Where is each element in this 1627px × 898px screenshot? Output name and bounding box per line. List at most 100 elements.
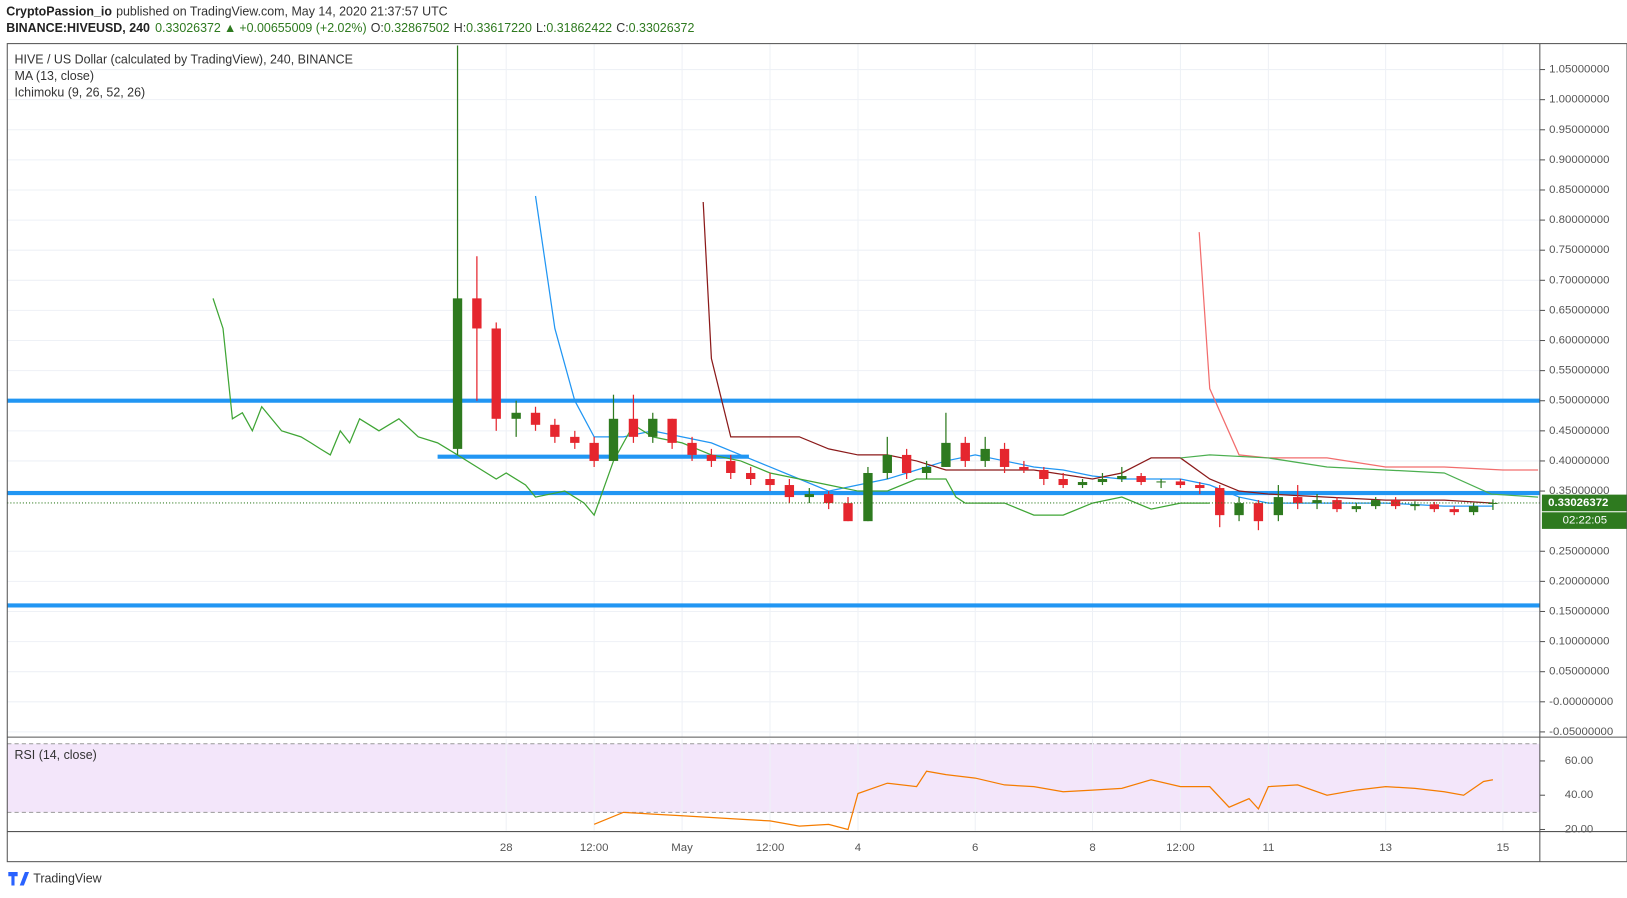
- candle-body: [648, 418, 658, 437]
- plot-layer: 28 12:00 May 12:00 4 6 8 12:00 11 13 15 1.05000000 1…: [7, 43, 1627, 854]
- y-tick-label: 0.20000000: [1549, 575, 1609, 587]
- ohlc-value: 0.33617220: [466, 21, 532, 35]
- candle-body: [999, 448, 1010, 467]
- x-tick-label: 11: [1262, 842, 1274, 854]
- candle-body: [765, 479, 775, 486]
- candle-body: [823, 494, 834, 504]
- candle-body: [570, 436, 580, 443]
- y-tick-label: 0.65000000: [1549, 304, 1609, 316]
- candle-body: [1449, 509, 1459, 513]
- y-tick-label: 1.05000000: [1549, 64, 1609, 76]
- countdown: 02:22:05: [1563, 515, 1607, 527]
- x-tick-label: 8: [1089, 842, 1095, 854]
- y-tick-label: 0.35000000: [1549, 485, 1609, 497]
- candle-body: [1371, 500, 1381, 507]
- candle-body: [843, 503, 853, 522]
- candle-body: [863, 472, 873, 522]
- x-tick-label: 13: [1379, 842, 1392, 854]
- y-tick-label: 0.75000000: [1549, 244, 1609, 256]
- y-tick-label: -0.00000000: [1549, 696, 1613, 708]
- candle-body: [589, 442, 599, 461]
- candle-body: [1351, 506, 1361, 510]
- candle-body: [804, 494, 814, 498]
- candle-body: [1332, 500, 1342, 510]
- indicator-line: [1198, 232, 1539, 471]
- frame: [6, 43, 1627, 863]
- candle-body: [1410, 504, 1420, 507]
- y-tick-label: 0.60000000: [1549, 335, 1609, 347]
- candle-body: [667, 418, 677, 443]
- arrow: ▲: [224, 21, 236, 35]
- change: +0.00655009 (+2.02%): [239, 21, 366, 35]
- candle-body: [1253, 503, 1264, 522]
- y-tick-label: 0.40000000: [1549, 455, 1609, 467]
- indicator-label: MA (13, close): [15, 69, 94, 83]
- y-tick-label: 0.50000000: [1549, 395, 1609, 407]
- candle-body: [1273, 497, 1284, 516]
- ohlc-key: L:: [536, 21, 546, 35]
- indicator-label: Ichimoku (9, 26, 52, 26): [15, 86, 146, 100]
- rsi-tick-label: 60.00: [1565, 755, 1594, 767]
- candle-body: [1468, 506, 1479, 513]
- candle-body: [921, 466, 932, 473]
- candle-body: [706, 454, 717, 461]
- x-tick-label: 6: [972, 842, 978, 854]
- rsi-title: RSI (14, close): [15, 748, 97, 762]
- candle-body: [1156, 481, 1166, 483]
- candle-body: [530, 412, 541, 425]
- x-tick-label: 12:00: [756, 842, 785, 854]
- y-tick-label: 0.70000000: [1549, 274, 1609, 286]
- y-tick-label: 1.00000000: [1549, 94, 1609, 106]
- x-tick-label: 12:00: [580, 842, 609, 854]
- candle-body: [882, 454, 892, 473]
- candle-body: [1136, 475, 1146, 483]
- x-tick-label: 15: [1497, 842, 1510, 854]
- ohlc-value: 0.32867502: [384, 21, 450, 35]
- countdown-box: [1541, 512, 1627, 529]
- x-tick-label: 12:00: [1166, 842, 1195, 854]
- ohlc-value: 0.31862422: [546, 21, 612, 35]
- candle-body: [1019, 466, 1029, 470]
- y-tick-label: 0.90000000: [1549, 154, 1609, 166]
- brand: TradingView: [33, 872, 102, 886]
- price-box: [1541, 494, 1627, 512]
- candle-body: [746, 472, 756, 480]
- candle-body: [901, 454, 912, 473]
- candle-body: [472, 298, 482, 329]
- candle-body: [1077, 482, 1088, 486]
- candle-body: [1429, 504, 1439, 510]
- symbol: BINANCE:HIVEUSD, 240: [6, 21, 150, 35]
- x-tick-label: 4: [855, 842, 862, 854]
- candle-body: [1097, 479, 1108, 483]
- header-line: CryptoPassion_io published on TradingView…: [6, 5, 447, 19]
- indicator-line: [702, 201, 1493, 504]
- candle-body: [452, 298, 463, 449]
- y-tick-label: 0.10000000: [1549, 636, 1609, 648]
- candle-body: [1175, 481, 1186, 486]
- candle-body: [608, 418, 619, 461]
- candle-body: [726, 460, 736, 473]
- candle-body: [1293, 497, 1303, 504]
- y-tick-label: 0.55000000: [1549, 365, 1609, 377]
- y-tick-label: 0.45000000: [1549, 425, 1609, 437]
- rsi-band: [7, 743, 1540, 813]
- y-tick-label: -0.05000000: [1549, 726, 1613, 738]
- ohlc-key: H:: [454, 21, 466, 35]
- rsi-tick-label: 20.00: [1565, 824, 1594, 836]
- logo: [8, 872, 30, 886]
- candle-body: [1039, 469, 1049, 480]
- x-tick-label: 28: [500, 842, 513, 854]
- candle-body: [1117, 475, 1127, 480]
- candle-body: [960, 442, 970, 461]
- rsi-line: [593, 770, 1494, 831]
- candle-body: [1195, 485, 1205, 489]
- candle-body: [1312, 500, 1322, 504]
- quote-line: BINANCE:HIVEUSD, 240 0.33026372 ▲ +0.006550…: [6, 21, 694, 35]
- ohlc-value: 0.33026372: [629, 21, 695, 35]
- candle-body: [687, 442, 697, 455]
- indicator-line: [534, 195, 1493, 507]
- y-tick-label: 0.25000000: [1549, 545, 1609, 557]
- rsi-tick-label: 40.00: [1565, 789, 1594, 801]
